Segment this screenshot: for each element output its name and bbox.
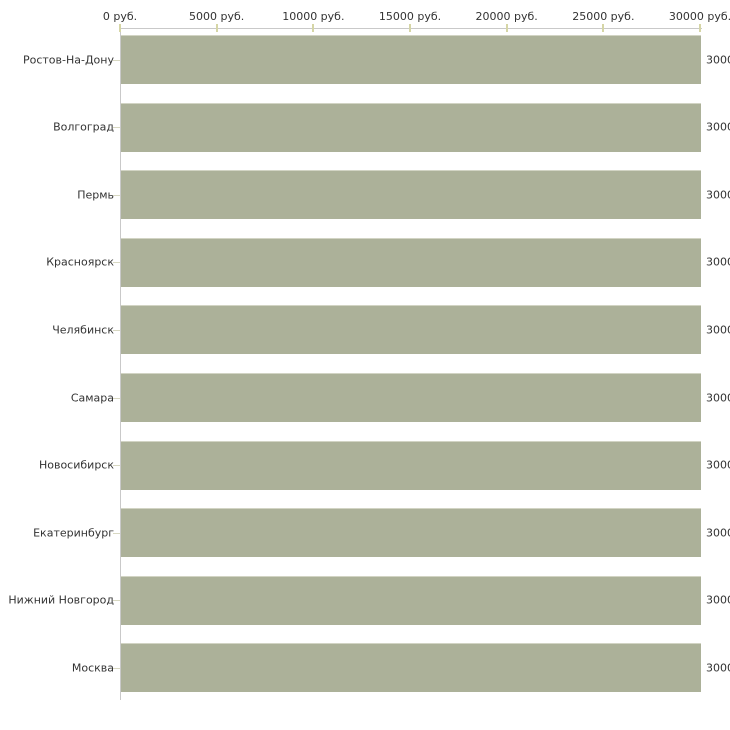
bar [121, 508, 701, 558]
x-axis-tick-label: 10000 руб. [282, 10, 345, 23]
x-axis-tick-label: 0 руб. [102, 10, 138, 23]
x-axis-tick-mark [215, 24, 218, 32]
y-axis-category-label: Самара [70, 391, 114, 404]
bar [121, 373, 701, 422]
x-axis-tick-mark [312, 24, 315, 32]
y-axis-tick-mark [113, 668, 120, 669]
y-axis-line [120, 28, 121, 700]
bar [121, 237, 701, 287]
y-axis-category-label: Волгоград [53, 120, 114, 134]
y-axis-category-label: Красноярск [46, 255, 114, 269]
bar [121, 440, 701, 490]
x-axis-tick-label: 15000 руб. [378, 10, 442, 23]
x-axis-line [120, 28, 702, 29]
y-axis-category-label: Екатеринбург [33, 526, 114, 540]
bar-value-label: 30000 руб. [706, 120, 730, 134]
y-axis-tick-mark [113, 195, 120, 196]
y-axis-tick-mark [113, 533, 120, 534]
y-axis-tick-mark [113, 600, 120, 601]
bar [121, 643, 701, 693]
y-axis-tick-mark [113, 60, 120, 61]
bar-value-label: 30000 руб. [706, 255, 730, 269]
x-axis-tick-label: 5000 руб. [189, 10, 245, 23]
x-axis-tick-mark [699, 24, 701, 32]
x-axis-tick-label: 25000 руб. [572, 10, 635, 23]
bar-value-label: 30000 руб. [706, 593, 730, 607]
y-axis-tick-mark [113, 330, 120, 331]
bar-value-label: 30000 руб. [706, 53, 730, 66]
y-axis-tick-mark [113, 398, 120, 399]
x-axis-tick-mark [409, 24, 411, 32]
y-axis-tick-mark [113, 262, 120, 263]
x-axis-tick-label: 30000 руб. [668, 10, 730, 23]
bar-value-label: 30000 руб. [706, 391, 730, 404]
bar-value-label: 30000 руб. [706, 458, 730, 472]
y-axis-tick-mark [113, 465, 120, 466]
y-axis-category-label: Новосибирск [38, 458, 114, 472]
bar [121, 170, 701, 220]
bar-value-label: 30000 руб. [706, 188, 730, 202]
y-axis-category-label: Челябинск [52, 323, 114, 337]
y-axis-tick-mark [113, 127, 120, 128]
x-axis-tick-mark [119, 24, 121, 32]
bar-value-label: 30000 руб. [706, 526, 730, 540]
x-axis-tick-mark [602, 24, 605, 32]
bar-value-label: 30000 руб. [706, 323, 730, 337]
bar [121, 575, 701, 625]
bar-value-label: 30000 руб. [706, 661, 730, 675]
bar [121, 305, 701, 355]
x-axis-tick-label: 20000 руб. [475, 10, 538, 23]
x-axis-tick-mark [505, 24, 508, 32]
bar [121, 102, 701, 152]
y-axis-category-label: Москва [71, 661, 114, 675]
y-axis-category-label: Ростов-На-Дону [22, 53, 114, 66]
y-axis-category-label: Нижний Новгород [8, 593, 114, 607]
bar [121, 35, 701, 84]
y-axis-category-label: Пермь [77, 188, 114, 202]
